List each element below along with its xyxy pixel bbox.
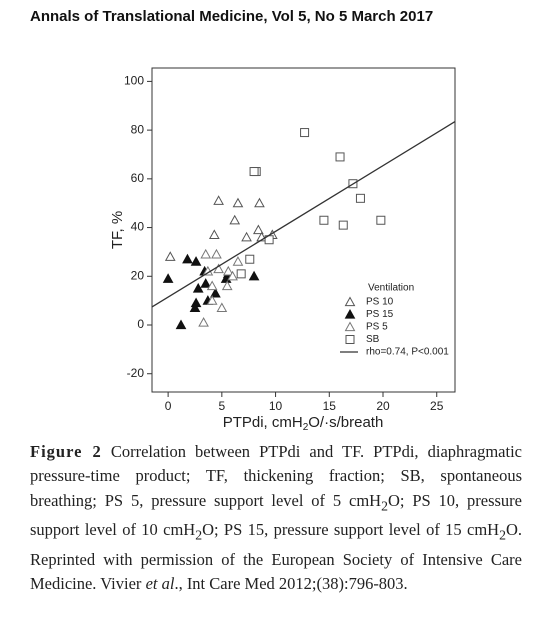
triangle-point <box>210 287 221 298</box>
triangle-point <box>200 248 212 259</box>
square-point <box>300 128 310 138</box>
triangle-point <box>216 302 228 313</box>
caption-sub: 2 <box>381 497 388 513</box>
x-label-part: PTPdi, cmH <box>223 414 303 431</box>
triangle-point <box>254 197 265 208</box>
x-tick-label: 15 <box>323 399 337 413</box>
fit-line <box>151 121 456 308</box>
triangle-point <box>232 256 244 266</box>
triangle-point <box>200 278 212 288</box>
legend-label: rho=0.74, P<0.001 <box>366 347 449 358</box>
x-label-part: O/·s/breath <box>308 414 383 431</box>
triangle-point <box>221 280 233 291</box>
y-tick-label: 20 <box>131 268 145 282</box>
triangle-point <box>227 270 238 281</box>
square-point <box>335 152 345 162</box>
legend-title: Ventilation <box>368 283 414 294</box>
square-point <box>319 215 329 225</box>
caption-text: Correlation between PTPdi and TF. PTPdi,… <box>30 442 522 510</box>
square-point <box>338 220 348 230</box>
y-axis-label: TF, % <box>109 211 126 249</box>
triangle-point <box>175 319 187 330</box>
caption-sub: 2 <box>499 527 506 543</box>
triangle-point <box>206 295 218 305</box>
y-tick-label: 80 <box>131 122 145 136</box>
legend-label: PS 15 <box>366 309 394 320</box>
x-label-sub: 2 <box>303 422 309 432</box>
y-tick-label: 60 <box>131 171 145 185</box>
square-point <box>376 215 386 225</box>
triangle-point <box>211 248 222 259</box>
triangle-point <box>253 224 264 235</box>
x-tick-label: 25 <box>430 399 444 413</box>
x-tick-label: 0 <box>165 399 172 413</box>
triangle-point <box>198 317 209 327</box>
y-tick-label: -20 <box>127 366 145 380</box>
square-point <box>355 193 365 203</box>
plot-frame <box>151 67 456 393</box>
triangle-point <box>344 308 356 319</box>
triangle-point <box>241 231 252 242</box>
caption-label: Figure 2 <box>30 442 102 461</box>
legend-label: SB <box>366 334 380 345</box>
x-tick-label: 20 <box>376 399 390 413</box>
y-tick-label: 40 <box>131 220 145 234</box>
triangle-point <box>344 296 356 307</box>
triangle-point <box>213 195 224 205</box>
x-tick-label: 5 <box>218 399 225 413</box>
triangle-point <box>248 270 260 281</box>
square-point <box>345 335 355 344</box>
journal-header: Annals of Translational Medicine, Vol 5,… <box>30 8 434 25</box>
chart: TF, % PTPdi, cmH2O/·s/breath -2002040608… <box>109 67 456 432</box>
caption-sub: 2 <box>195 527 203 543</box>
caption-text: O. Reprinted with permission of the Euro… <box>30 520 523 594</box>
caption-text: O; PS 15, pressure support level of 15 c… <box>202 520 500 540</box>
y-tick-label: 100 <box>124 74 144 88</box>
legend-label: PS 10 <box>366 297 394 308</box>
triangle-point <box>208 229 220 239</box>
triangle-point <box>182 253 193 264</box>
caption-italic: et al <box>145 574 175 594</box>
triangle-point <box>206 280 218 291</box>
x-tick-label: 10 <box>269 399 283 413</box>
square-point <box>245 254 255 264</box>
triangle-point <box>164 251 176 261</box>
triangle-point <box>232 197 244 208</box>
figure-caption: Figure 2 Correlation between PTPdi and T… <box>30 440 522 596</box>
triangle-point <box>162 273 174 283</box>
y-tick-label: 0 <box>137 317 144 331</box>
x-axis-label: PTPdi, cmH2O/·s/breath <box>223 414 384 432</box>
square-point <box>249 167 259 177</box>
triangle-point <box>344 321 356 332</box>
square-point <box>236 269 246 279</box>
triangle-point <box>189 302 201 313</box>
caption-text: O; PS 10, pressure support level of 10 c… <box>30 490 522 540</box>
triangle-point <box>229 214 241 225</box>
triangle-point <box>192 282 204 293</box>
triangle-point <box>222 265 234 276</box>
triangle-point <box>213 263 224 274</box>
caption-text: ., Int Care Med 2012;(38):796-803. <box>174 574 408 594</box>
legend-label: PS 5 <box>366 322 388 333</box>
triangle-point <box>190 256 202 266</box>
